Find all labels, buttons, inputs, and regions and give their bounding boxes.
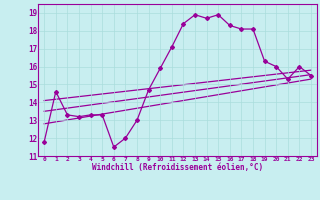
X-axis label: Windchill (Refroidissement éolien,°C): Windchill (Refroidissement éolien,°C) [92,163,263,172]
